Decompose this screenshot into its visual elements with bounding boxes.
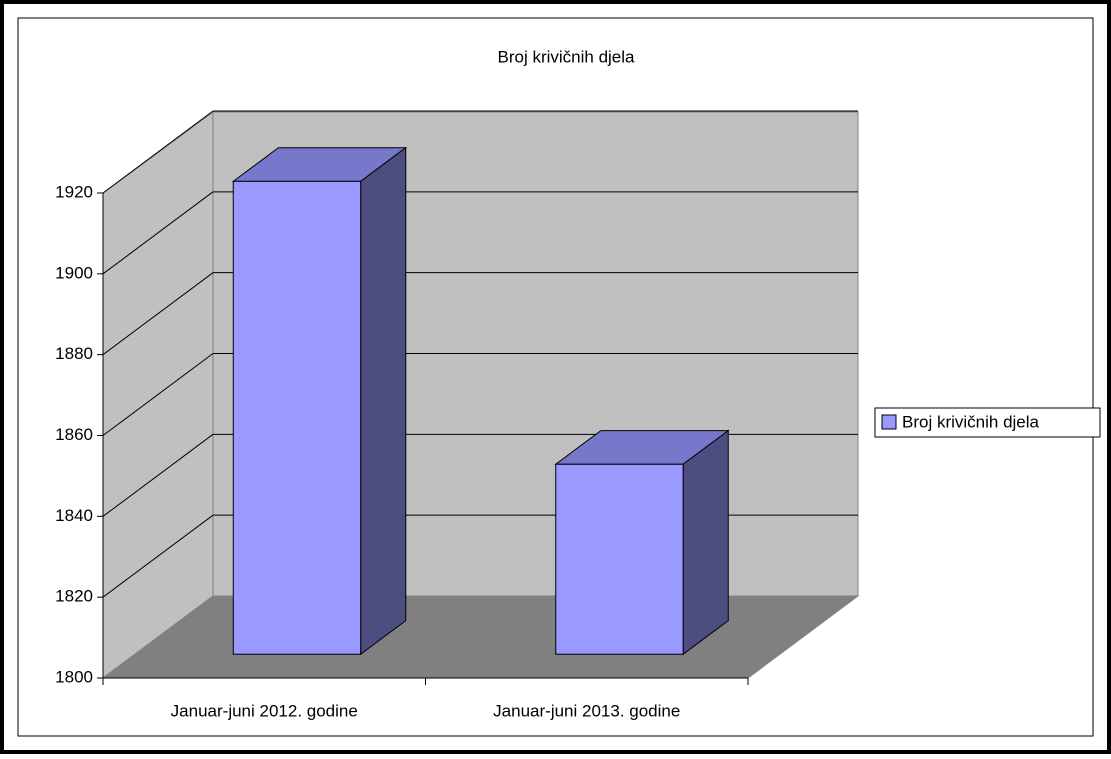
- y-tick-label: 1900: [55, 263, 93, 282]
- grid-line: [102, 191, 214, 275]
- bar: [232, 180, 362, 655]
- chart-title: Broj krivičnih djela: [498, 47, 636, 66]
- y-tick-label: 1860: [55, 425, 93, 444]
- bar: [555, 463, 684, 655]
- y-tick-label: 1820: [55, 587, 93, 606]
- grid-line: [102, 353, 214, 436]
- x-tick-label: Januar-juni 2013. godine: [493, 701, 680, 720]
- legend-swatch: [881, 414, 897, 430]
- legend-label: Broj krivičnih djela: [902, 412, 1040, 431]
- x-tick-label: Januar-juni 2012. godine: [171, 701, 358, 720]
- legend: [874, 407, 1101, 438]
- y-tick-label: 1840: [55, 506, 93, 525]
- y-tick-label: 1880: [55, 344, 93, 363]
- y-tick-label: 1920: [55, 182, 93, 201]
- grid-line: [102, 110, 214, 194]
- walls: [101, 111, 860, 679]
- grid-line: [102, 514, 214, 598]
- grid-line: [102, 433, 214, 517]
- y-tick-label: 1800: [55, 667, 93, 686]
- floor: [101, 595, 860, 679]
- bar-side: [682, 429, 729, 656]
- grid-line: [102, 272, 214, 356]
- bar-side: [360, 146, 407, 656]
